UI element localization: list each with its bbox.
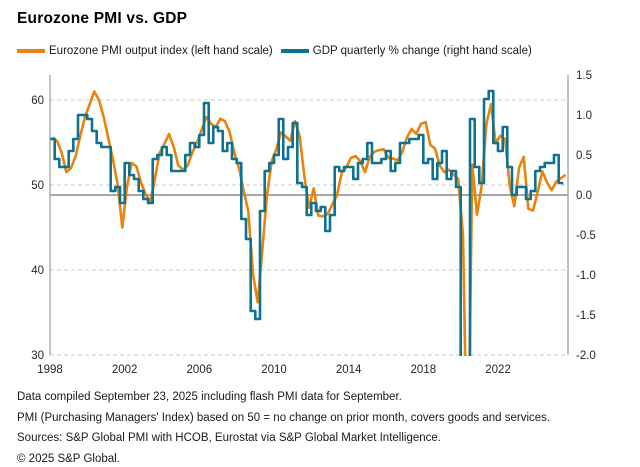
right-axis-tick-labels: 1.5 1.0 0.5 0.0 -0.5 -1.0 -1.5 -2.0 (576, 70, 596, 362)
legend-item-gdp: GDP quarterly % change (right hand scale… (280, 45, 532, 57)
footer-line-sources: Sources: S&P Global PMI with HCOB, Euros… (17, 432, 441, 444)
legend-label-gdp: GDP quarterly % change (right hand scale… (312, 45, 532, 57)
x-axis-tick: 2010 (261, 364, 287, 376)
legend-label-pmi: Eurozone PMI output index (left hand sca… (49, 45, 273, 57)
chart-title: Eurozone PMI vs. GDP (17, 10, 188, 27)
left-axis-tick-labels: 60 50 40 30 (31, 95, 44, 362)
footer-notes: Data compiled September 23, 2025 includi… (17, 387, 550, 467)
x-axis-tick: 2018 (411, 364, 437, 376)
x-axis-tick: 2002 (112, 364, 138, 376)
footer-line-compiled: Data compiled September 23, 2025 includi… (17, 391, 402, 403)
right-axis-tick: 0.5 (576, 150, 592, 162)
x-axis-tick: 1998 (37, 364, 63, 376)
left-axis-tick: 60 (31, 95, 44, 107)
x-axis-tick: 2014 (336, 364, 362, 376)
left-axis-tick: 50 (31, 180, 44, 192)
right-axis-tick: -0.5 (576, 230, 596, 242)
pmi-line-swatch (17, 49, 45, 53)
right-axis-tick: 0.0 (576, 190, 592, 202)
right-axis-tick: 1.5 (576, 70, 592, 82)
left-axis-tick: 40 (31, 265, 44, 277)
x-axis-tick-labels: 1998 2002 2006 2010 2014 2018 2022 (37, 364, 511, 376)
footer-line-pmi-note: PMI (Purchasing Managers' Index) based o… (17, 411, 551, 424)
footer-line-copyright: © 2025 S&P Global. (17, 452, 120, 465)
gridlines (50, 99, 568, 356)
legend: Eurozone PMI output index (left hand sca… (17, 45, 532, 57)
x-axis-tick: 2022 (485, 364, 511, 376)
x-axis-tick: 2006 (187, 364, 213, 376)
gdp-line (50, 89, 564, 356)
pmi-line (51, 90, 567, 356)
legend-item-pmi: Eurozone PMI output index (left hand sca… (17, 45, 273, 57)
right-axis-tick: -1.0 (576, 270, 596, 282)
left-axis-tick: 30 (31, 350, 44, 362)
right-axis-tick: 1.0 (576, 110, 592, 122)
right-axis-tick: -2.0 (576, 350, 596, 362)
right-axis-tick: -1.5 (576, 310, 596, 322)
gdp-line-swatch (280, 49, 309, 53)
